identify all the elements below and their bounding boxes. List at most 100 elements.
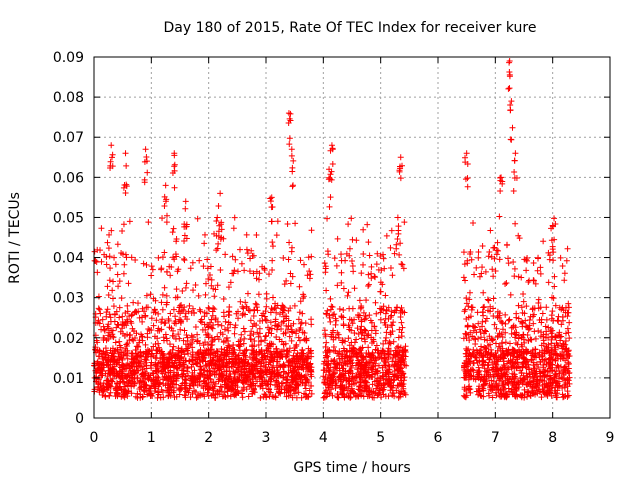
data-point-marker	[288, 152, 295, 159]
data-point-marker	[107, 265, 114, 272]
data-point-marker	[523, 303, 530, 310]
data-point-marker	[361, 316, 368, 323]
data-point-marker	[232, 382, 239, 389]
data-point-marker	[465, 383, 472, 390]
data-point-marker	[134, 390, 141, 397]
data-point-marker	[396, 365, 403, 372]
data-point-marker	[327, 171, 334, 178]
data-point-marker	[159, 254, 166, 261]
data-point-marker	[265, 361, 272, 368]
data-point-marker	[526, 322, 533, 329]
data-point-marker	[177, 361, 184, 368]
data-point-marker	[548, 375, 555, 382]
data-point-marker	[399, 261, 406, 268]
data-point-marker	[558, 306, 565, 313]
data-point-marker	[464, 322, 471, 329]
data-point-marker	[247, 336, 254, 343]
data-point-marker	[543, 334, 550, 341]
data-point-marker	[562, 346, 569, 353]
data-point-marker	[117, 378, 124, 385]
data-point-marker	[181, 351, 188, 358]
data-point-marker	[218, 219, 225, 226]
data-point-marker	[138, 360, 145, 367]
data-point-marker	[98, 258, 105, 265]
data-point-marker	[201, 240, 208, 247]
data-point-marker	[361, 336, 368, 343]
data-point-marker	[395, 334, 402, 341]
data-point-marker	[329, 311, 336, 318]
data-point-marker	[124, 340, 131, 347]
data-point-marker	[169, 347, 176, 354]
data-point-marker	[120, 352, 127, 359]
data-point-marker	[213, 217, 220, 224]
data-point-marker	[480, 358, 487, 365]
data-point-marker	[264, 347, 271, 354]
data-point-marker	[288, 326, 295, 333]
data-point-marker	[208, 324, 215, 331]
data-point-marker	[190, 305, 197, 312]
data-point-marker	[397, 307, 404, 314]
data-point-marker	[96, 347, 103, 354]
data-point-marker	[368, 373, 375, 380]
data-point-marker	[507, 291, 514, 298]
data-point-marker	[154, 394, 161, 401]
y-tick-label: 0.06	[53, 170, 84, 186]
data-point-marker	[346, 305, 353, 312]
data-point-marker	[108, 154, 115, 161]
data-point-marker	[532, 280, 539, 287]
data-point-marker	[488, 335, 495, 342]
data-point-marker	[490, 305, 497, 312]
data-point-marker	[177, 318, 184, 325]
data-point-marker	[372, 346, 379, 353]
data-point-marker	[376, 374, 383, 381]
data-point-marker	[486, 356, 493, 363]
data-point-marker	[464, 257, 471, 264]
data-point-marker	[249, 355, 256, 362]
data-point-marker	[162, 369, 169, 376]
data-point-marker	[510, 187, 517, 194]
data-point-marker	[540, 372, 547, 379]
data-point-marker	[323, 311, 330, 318]
data-point-marker	[558, 374, 565, 381]
data-point-marker	[490, 273, 497, 280]
data-point-marker	[497, 343, 504, 350]
data-point-marker	[148, 359, 155, 366]
data-point-marker	[193, 375, 200, 382]
data-point-marker	[462, 350, 469, 357]
y-tick-label: 0.05	[53, 210, 84, 226]
data-point-marker	[96, 353, 103, 360]
data-point-marker	[246, 268, 253, 275]
data-point-marker	[506, 58, 513, 65]
data-point-marker	[106, 329, 113, 336]
data-point-marker	[505, 255, 512, 262]
data-point-marker	[168, 376, 175, 383]
data-point-marker	[485, 390, 492, 397]
data-point-marker	[461, 386, 468, 393]
data-point-marker	[284, 382, 291, 389]
data-point-marker	[308, 382, 315, 389]
data-point-marker	[243, 231, 250, 238]
data-point-marker	[401, 219, 408, 226]
data-point-marker	[289, 273, 296, 280]
data-point-marker	[375, 266, 382, 273]
data-point-marker	[487, 371, 494, 378]
data-point-marker	[274, 349, 281, 356]
data-point-marker	[177, 385, 184, 392]
data-point-marker	[119, 228, 126, 235]
data-point-marker	[545, 324, 552, 331]
data-point-marker	[464, 175, 471, 182]
data-point-marker	[560, 355, 567, 362]
data-point-marker	[295, 334, 302, 341]
data-point-marker	[383, 307, 390, 314]
data-point-marker	[252, 300, 259, 307]
data-point-marker	[191, 372, 198, 379]
data-point-marker	[173, 381, 180, 388]
data-point-marker	[499, 380, 506, 387]
data-point-marker	[400, 356, 407, 363]
y-tick-label: 0.01	[53, 371, 84, 387]
x-axis-label: GPS time / hours	[293, 460, 410, 476]
data-point-marker	[170, 225, 177, 232]
data-point-marker	[105, 292, 112, 299]
data-point-marker	[264, 380, 271, 387]
data-point-marker	[539, 386, 546, 393]
